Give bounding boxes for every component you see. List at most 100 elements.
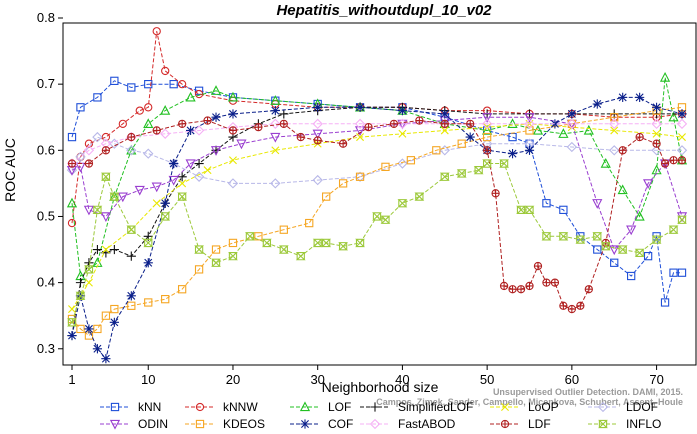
legend-label: KDEOS	[223, 417, 265, 431]
data-point-kdeos	[161, 295, 170, 304]
data-point-inflo	[524, 205, 535, 214]
data-point-lof	[126, 144, 137, 155]
data-point-loop	[68, 305, 76, 314]
data-point-loop	[610, 126, 619, 135]
data-point-loop	[271, 146, 280, 155]
legend: kNN kNNW LOF SimplifiedLOF LoOP LDOF ODIN KDEOS…	[100, 400, 661, 431]
data-point-inflo	[355, 238, 365, 248]
data-point-loop	[356, 133, 365, 142]
data-point-lof	[634, 210, 645, 221]
data-point-odin	[482, 113, 493, 123]
data-point-kdeos	[610, 113, 619, 122]
data-point-ldf	[338, 139, 348, 148]
y-axis: 0.3 0.4 0.5 0.6 0.7 0.8	[37, 10, 63, 356]
data-point-knnw	[135, 106, 144, 115]
data-point-cof	[440, 109, 450, 119]
data-point-inflo	[312, 238, 323, 248]
data-point-ldf	[508, 285, 517, 294]
data-point-knnw	[76, 152, 85, 162]
data-point-odin	[185, 159, 196, 170]
data-point-ldf	[567, 304, 577, 314]
data-point-knn	[110, 76, 119, 85]
data-point-kdeos	[381, 162, 390, 171]
data-point-ldf	[127, 132, 136, 142]
data-point-knn	[144, 80, 153, 89]
data-point-kdeos	[254, 232, 263, 241]
data-point-simplifiedlof	[109, 244, 119, 255]
data-point-lof	[532, 124, 544, 135]
data-point-ldf	[313, 136, 322, 145]
data-point-lof	[659, 71, 671, 82]
series-line-knn	[71, 80, 682, 303]
data-point-inflo	[100, 172, 111, 181]
legend-marker-simplifiedlof	[370, 402, 380, 412]
data-point-odin	[270, 132, 281, 143]
legend-label: LOF	[328, 400, 351, 414]
data-point-knn	[542, 199, 551, 208]
data-point-loop	[152, 199, 161, 208]
citation-line-1: Campos, Zimek, Sander, Campello, Micenko…	[376, 397, 683, 407]
data-point-cof	[126, 291, 136, 301]
x-axis-title: Neighborhood size	[322, 379, 439, 395]
data-point-fastabod	[354, 118, 366, 130]
data-point-inflo	[92, 205, 103, 214]
data-point-inflo	[109, 192, 120, 201]
data-point-loop	[228, 156, 237, 165]
data-point-kdeos	[525, 126, 534, 135]
data-point-odin	[609, 245, 620, 256]
data-point-inflo	[456, 169, 467, 178]
y-tick-label: 0.3	[37, 341, 55, 356]
data-point-lof	[66, 197, 78, 208]
x-tick-label: 1	[68, 372, 75, 387]
series-line-inflo	[71, 163, 683, 323]
legend-label: COF	[328, 417, 353, 431]
legend-label: FastABOD	[398, 417, 456, 431]
data-point-ldf	[101, 146, 111, 155]
data-point-inflo	[482, 159, 493, 168]
data-point-inflo	[126, 225, 137, 234]
data-point-knn	[169, 80, 178, 89]
data-point-cof	[270, 106, 280, 116]
legend-item-odin: ODIN	[100, 417, 168, 431]
data-point-kdeos	[228, 238, 238, 248]
data-point-simplifiedlof	[126, 251, 136, 261]
data-point-cof	[211, 112, 221, 122]
data-point-inflo	[558, 232, 569, 241]
data-point-loop	[483, 123, 492, 132]
data-point-ldf	[152, 126, 161, 135]
data-point-simplifiedlof	[92, 244, 103, 255]
data-point-kdeos	[101, 311, 111, 320]
data-point-lof	[160, 105, 171, 115]
data-point-ldf	[618, 146, 627, 155]
data-point-ldof	[75, 151, 86, 163]
data-point-knnw	[152, 27, 161, 36]
data-point-odin	[151, 182, 162, 193]
data-point-inflo	[211, 258, 221, 267]
data-point-loop	[101, 245, 110, 254]
data-point-odin	[134, 185, 145, 196]
data-point-knnw	[144, 103, 153, 112]
data-point-cof	[677, 109, 687, 119]
series-line-odin	[71, 116, 683, 251]
data-point-knn	[127, 83, 136, 92]
data-point-ldof	[126, 145, 137, 156]
data-point-lof	[185, 91, 196, 102]
data-point-kdeos	[279, 225, 288, 234]
data-point-cof	[109, 317, 119, 327]
data-point-odin	[626, 225, 637, 236]
data-point-inflo	[541, 232, 552, 241]
data-point-odin	[354, 126, 366, 137]
legend-label: SimplifiedLOF	[398, 400, 473, 414]
data-point-cof	[507, 149, 518, 159]
data-point-ldof	[312, 174, 323, 186]
data-point-ldof	[676, 145, 688, 156]
data-point-kdeos	[177, 285, 187, 294]
data-point-fastabod	[566, 118, 578, 130]
data-point-inflo	[600, 242, 611, 251]
legend-marker-cof	[300, 419, 310, 429]
data-point-ldf	[550, 278, 560, 287]
data-point-ldf	[254, 123, 263, 132]
data-point-cof	[524, 145, 535, 155]
data-point-inflo	[592, 232, 603, 241]
